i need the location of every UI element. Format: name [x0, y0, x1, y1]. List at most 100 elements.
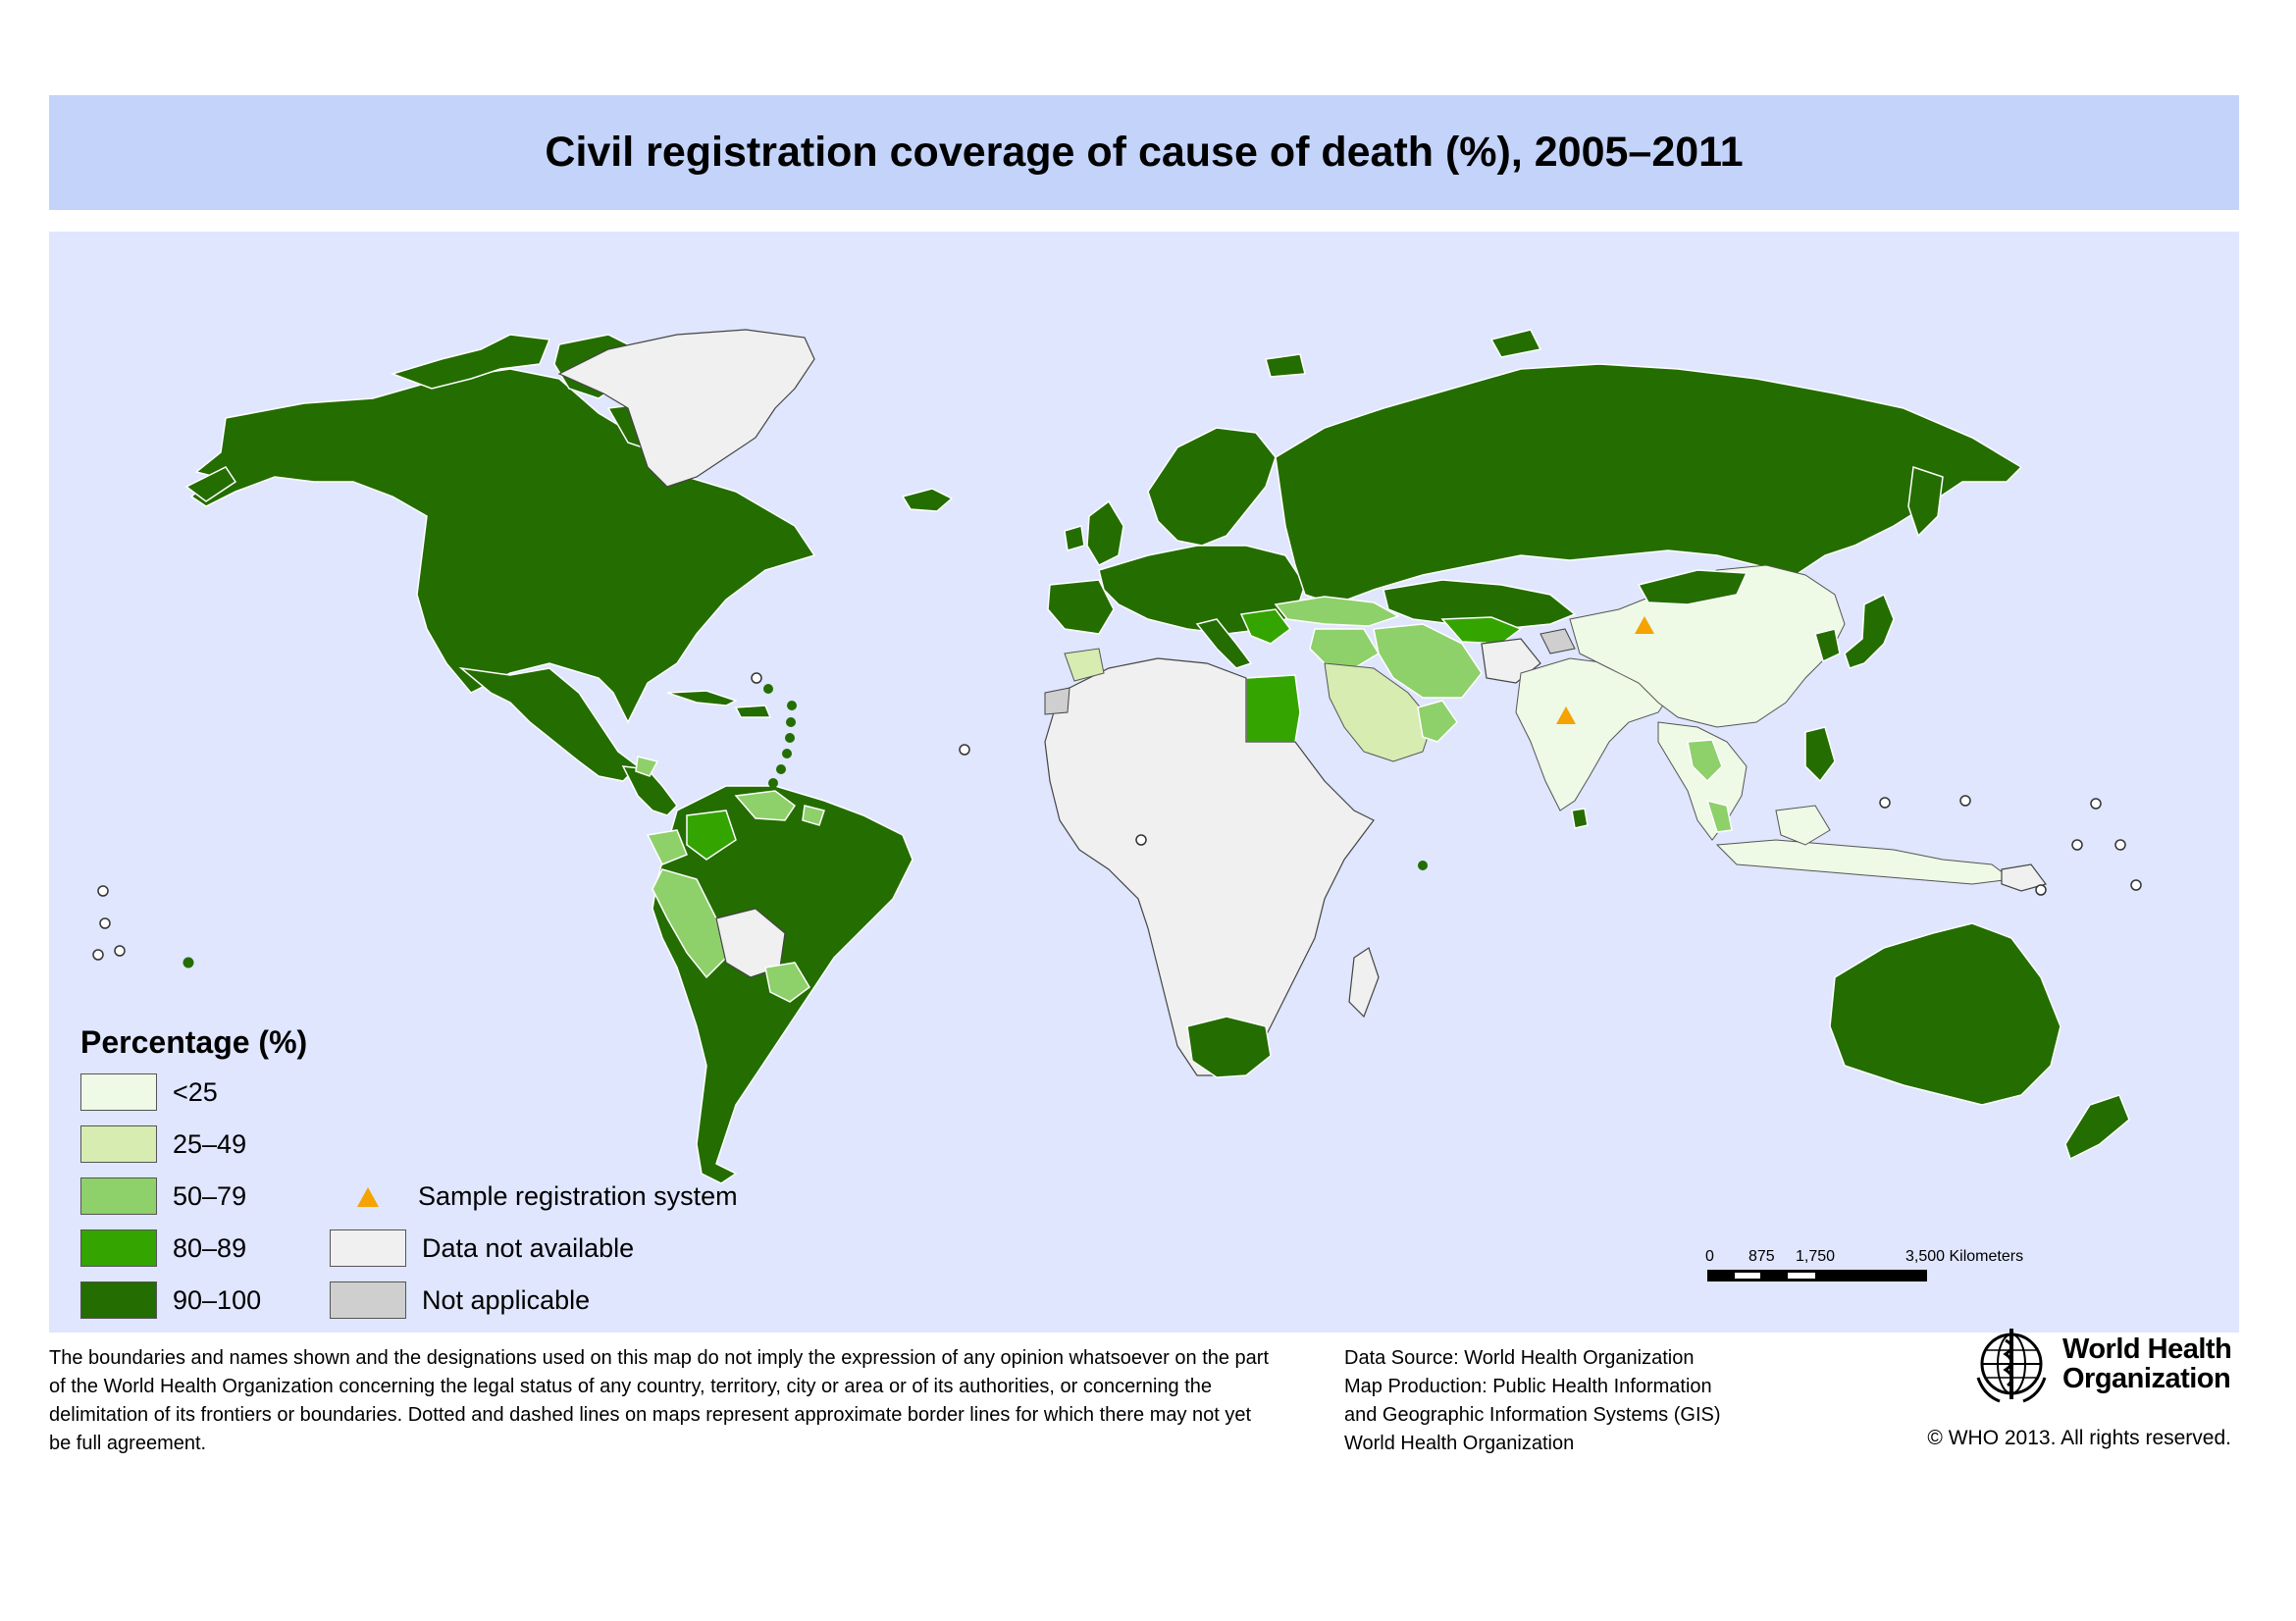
sample-registration-marker-china: [1635, 616, 1654, 634]
korea: [1814, 628, 1841, 663]
legend-item-25-49: 25–49: [80, 1125, 246, 1163]
source-line: Map Production: Public Health Informatio…: [1344, 1376, 1712, 1397]
legend-label: Not applicable: [422, 1284, 591, 1315]
guatemala: [635, 756, 659, 777]
japan: [1844, 593, 1895, 669]
island-markers: [92, 672, 2142, 968]
balkans: [1239, 608, 1292, 645]
who-logo-text: World Health Organization: [2062, 1333, 2232, 1394]
legend-item-not-applicable: Not applicable: [330, 1281, 590, 1319]
egypt: [1245, 674, 1301, 743]
hispaniola: [734, 705, 772, 718]
mexico: [458, 666, 640, 782]
legend-label: 90–100: [173, 1284, 262, 1315]
suriname: [802, 805, 825, 826]
south-africa: [1186, 1016, 1272, 1078]
greenland: [557, 329, 815, 488]
ireland: [1064, 525, 1085, 551]
morocco: [1064, 648, 1105, 682]
svalbard: [1265, 353, 1306, 378]
scale-tick: 875: [1748, 1248, 1775, 1265]
source-line: World Health Organization: [1344, 1433, 1575, 1454]
turkey: [1274, 596, 1400, 627]
scale-tick: 3,500 Kilometers: [1905, 1248, 2024, 1265]
data-source: Data Source: World Health Organization M…: [1344, 1344, 1796, 1458]
legend-label: <25: [173, 1076, 218, 1107]
iran: [1373, 623, 1483, 699]
legend-item-data-not-available: Data not available: [330, 1229, 634, 1267]
italy: [1195, 618, 1253, 669]
saudi-arabia: [1324, 662, 1434, 762]
sri-lanka: [1571, 808, 1589, 829]
uk: [1086, 499, 1124, 566]
legend-swatch: [80, 1073, 157, 1111]
borneo: [1775, 805, 1831, 846]
png: [2001, 863, 2048, 892]
legend-label: Sample registration system: [418, 1181, 738, 1211]
colombia-mid: [686, 810, 737, 861]
turkmenistan-uzbekistan: [1440, 616, 1523, 645]
scale-tick: 1,750: [1796, 1248, 1836, 1265]
thailand: [1687, 739, 1723, 783]
kashmir: [1539, 628, 1576, 654]
new-zealand: [2064, 1094, 2130, 1161]
who-emblem-icon: [1976, 1329, 2047, 1403]
mongolia: [1637, 569, 1748, 605]
copyright: © WHO 2013. All rights reserved.: [1927, 1427, 2231, 1449]
iraq-syria: [1309, 628, 1381, 669]
malaysia: [1705, 799, 1733, 833]
novaya-zemlya: [1489, 329, 1542, 358]
legend-label: 50–79: [173, 1180, 247, 1211]
legend-swatch: [330, 1229, 406, 1267]
legend-item-50-79: 50–79: [80, 1177, 246, 1215]
legend-label: 25–49: [173, 1128, 247, 1159]
philippines: [1804, 726, 1836, 783]
oman-uae: [1417, 700, 1458, 743]
legend-swatch: [80, 1177, 157, 1215]
legend-title: Percentage (%): [80, 1024, 308, 1060]
africa: [1044, 657, 1375, 1076]
peru: [652, 868, 727, 979]
kazakhstan: [1383, 579, 1577, 630]
alaska-arc: [184, 466, 237, 502]
sample-registration-marker-india: [1556, 706, 1576, 724]
who-logo-line: World Health: [2062, 1333, 2232, 1365]
legend-item-under-25: <25: [80, 1073, 218, 1111]
russia: [1275, 363, 2023, 605]
legend-swatch: [80, 1125, 157, 1163]
iberia: [1047, 579, 1115, 635]
venezuela-guyana: [734, 790, 797, 821]
legend-item-80-89: 80–89: [80, 1229, 246, 1267]
ecuador: [646, 829, 688, 865]
legend-swatch: [80, 1281, 157, 1319]
title-bar: Civil registration coverage of cause of …: [49, 95, 2239, 210]
legend-label: Data not available: [422, 1232, 635, 1263]
legend-swatch: [330, 1281, 406, 1319]
indonesia: [1715, 839, 2013, 885]
legend-label: 80–89: [173, 1232, 247, 1263]
legend-item-sample-registration: Sample registration system: [330, 1181, 738, 1212]
triangle-icon: [357, 1186, 379, 1207]
legend-item-90-100: 90–100: [80, 1281, 261, 1319]
southeast-asia: [1657, 721, 1748, 841]
canadian-archipelago: [390, 334, 551, 390]
who-logo[interactable]: World Health Organization: [1970, 1325, 2243, 1403]
paraguay: [764, 962, 810, 1003]
world-map[interactable]: [49, 232, 2239, 1333]
source-line: Data Source: World Health Organization: [1344, 1347, 1695, 1369]
scale-graphic: [1707, 1270, 1927, 1281]
legend-swatch: [80, 1229, 157, 1267]
iceland: [901, 488, 954, 512]
australia: [1829, 922, 2061, 1106]
scandinavia: [1147, 427, 1277, 547]
kamchatka: [1907, 465, 1944, 538]
map-area[interactable]: [49, 232, 2239, 1333]
madagascar: [1348, 947, 1380, 1019]
map-title: Civil registration coverage of cause of …: [545, 129, 1744, 176]
cuba: [666, 690, 738, 706]
scale-tick: 0: [1705, 1248, 1714, 1265]
china: [1569, 564, 1846, 728]
disclaimer-text: The boundaries and names shown and the d…: [49, 1347, 1270, 1454]
source-line: and Geographic Information Systems (GIS): [1344, 1404, 1721, 1426]
who-logo-line: Organization: [2062, 1363, 2231, 1394]
